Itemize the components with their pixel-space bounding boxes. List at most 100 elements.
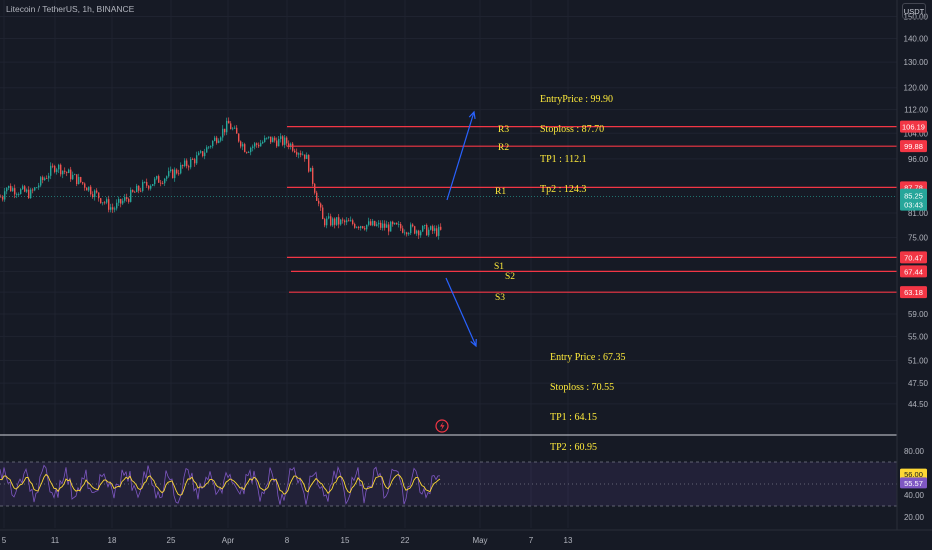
time-tick-label: Apr — [222, 536, 235, 545]
candle-body — [110, 207, 112, 210]
level-price-label: 67.44 — [904, 267, 923, 276]
level-price-label: 70.47 — [904, 253, 923, 262]
rsi-ma-value-tag — [900, 468, 927, 480]
candle-body — [230, 123, 232, 130]
candle-body — [2, 196, 4, 200]
candle-body — [410, 224, 412, 234]
candle-body — [264, 138, 266, 142]
candle-body — [388, 224, 390, 232]
long-projection-arrow[interactable] — [446, 110, 476, 201]
candle-body — [402, 228, 404, 233]
symbol-title[interactable]: Litecoin / TetherUS, 1h, BINANCE — [6, 4, 135, 14]
candle-body — [424, 225, 426, 226]
candle-body — [282, 136, 284, 145]
candle-body — [262, 141, 264, 144]
price-tick-label: 75.00 — [908, 234, 929, 243]
candle-body — [284, 137, 286, 145]
annotation-line: Stoploss : 87.70 — [540, 124, 605, 135]
candle-body — [322, 207, 324, 220]
candle-body — [248, 152, 250, 153]
candle-body — [94, 190, 96, 198]
candle-body — [170, 169, 172, 172]
candle-body — [124, 197, 126, 201]
candle-body — [68, 169, 70, 174]
candle-body — [36, 187, 38, 189]
candle-body — [218, 140, 220, 143]
candle-body — [260, 143, 262, 147]
lightning-icon[interactable] — [435, 419, 449, 433]
candle-body — [348, 220, 350, 222]
candle-body — [136, 185, 138, 193]
candle-body — [222, 128, 224, 138]
candle-body — [246, 152, 248, 153]
candle-body — [106, 199, 108, 203]
candle-body — [78, 177, 80, 185]
short-projection-arrow[interactable] — [445, 277, 477, 348]
candle-body — [196, 155, 198, 164]
candle-body — [434, 228, 436, 231]
candle-body — [394, 222, 396, 225]
candle-body — [392, 221, 394, 225]
candle-body — [216, 137, 218, 143]
candle-body — [88, 186, 90, 191]
candle-body — [112, 207, 114, 210]
rsi-pane — [0, 461, 897, 507]
candle-body — [186, 160, 188, 167]
candle-body — [72, 174, 74, 180]
candle-body — [198, 152, 200, 156]
candle-body — [28, 189, 30, 199]
candle-body — [314, 183, 316, 193]
level-price-label: 63.18 — [904, 288, 923, 297]
candle-body — [82, 182, 84, 184]
price-axis[interactable]: 150.00 140.00 130.00 120.00 112.00 104.00 96.0… — [900, 13, 929, 409]
candle-body — [338, 217, 340, 225]
time-tick-label: 25 — [167, 536, 176, 545]
candle-body — [212, 140, 214, 147]
candle-body — [234, 127, 236, 129]
rsi-ma-line — [0, 473, 441, 496]
level-price-tag — [900, 286, 927, 299]
candle-body — [114, 208, 116, 210]
candle-body — [120, 199, 122, 204]
candle-body — [244, 144, 246, 153]
time-axis[interactable]: 5 11 18 25 Apr 8 15 22 May 7 13 — [2, 536, 573, 545]
candle-body — [34, 187, 36, 191]
candle-body — [250, 147, 252, 153]
candle-body — [414, 226, 416, 234]
currency-button[interactable]: USDT — [902, 3, 926, 19]
candle-body — [426, 225, 428, 236]
candle-body — [84, 183, 86, 188]
candle-body — [12, 188, 14, 192]
candle-body — [206, 147, 208, 153]
candle-body — [76, 174, 78, 185]
price-tick-label: 104.00 — [904, 129, 929, 138]
annotation-line: Entry Price : 67.35 — [550, 352, 626, 363]
price-tick-label: 96.00 — [908, 155, 929, 164]
candle-body — [60, 164, 62, 175]
candle-body — [40, 177, 42, 186]
candle-body — [412, 224, 414, 227]
candle-body — [140, 190, 142, 192]
candle-body — [192, 159, 194, 160]
candle-body — [134, 191, 136, 193]
candle-body — [194, 159, 196, 164]
candle-body — [90, 186, 92, 195]
candle-body — [138, 185, 140, 191]
time-tick-label: 7 — [529, 536, 534, 545]
candle-body — [168, 171, 170, 177]
candle-body — [30, 189, 32, 199]
candle-body — [272, 137, 274, 143]
candle-body — [132, 189, 134, 192]
candle-body — [416, 230, 418, 234]
candle-body — [372, 220, 374, 226]
level-price-tag — [900, 120, 927, 133]
candle-body — [380, 222, 382, 228]
candle-body — [14, 188, 16, 195]
arrow-head — [468, 110, 476, 120]
candle-body — [298, 153, 300, 155]
rsi-tick-label: 80.00 — [904, 447, 925, 456]
candle-body — [204, 152, 206, 157]
